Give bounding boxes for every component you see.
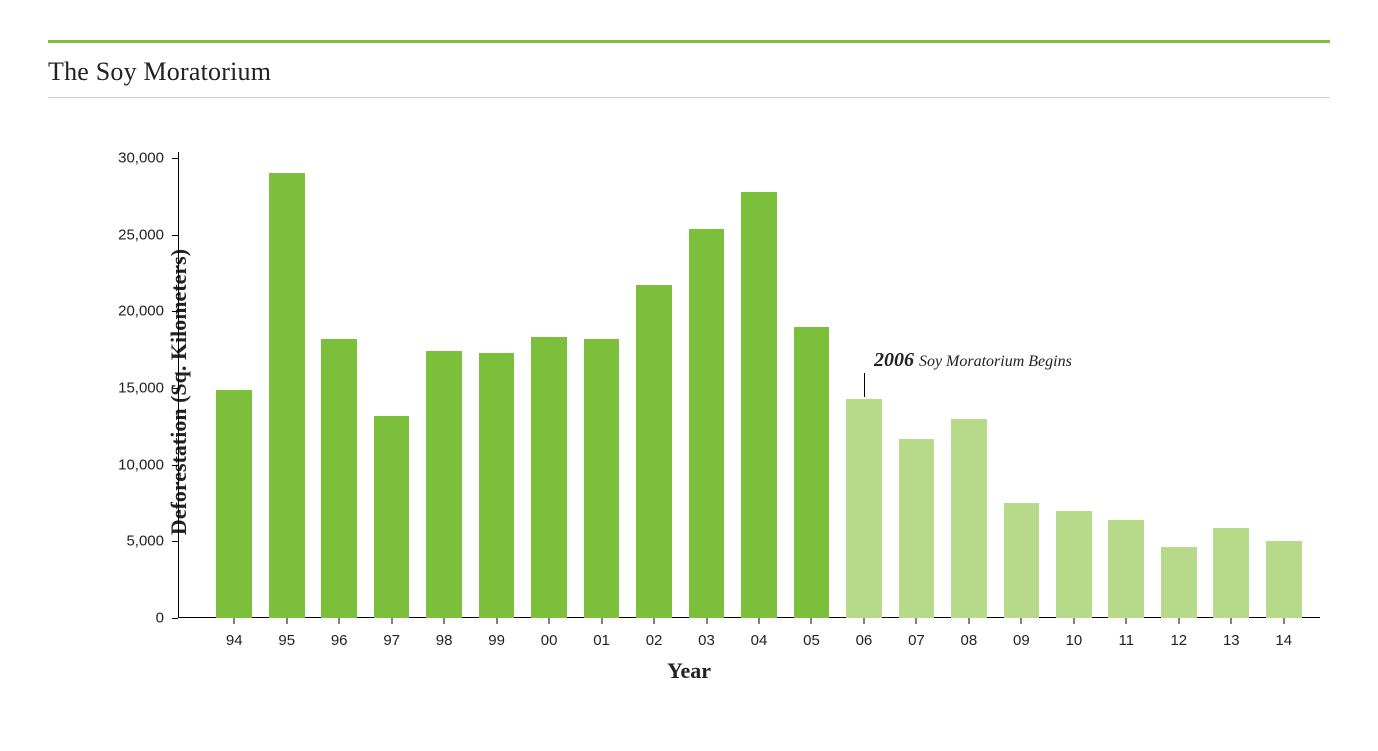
bar: [216, 390, 252, 618]
x-tick-label: 04: [751, 618, 768, 649]
bar: [741, 192, 777, 618]
chart-area: Deforestation (Sq. Kilometers) 05,00010,…: [48, 158, 1330, 678]
x-tick-label: 08: [961, 618, 978, 649]
x-tick-label: 00: [541, 618, 558, 649]
bar: [426, 351, 462, 618]
x-tick-label: 97: [383, 618, 400, 649]
x-tick-label: 12: [1170, 618, 1187, 649]
x-tick-label: 98: [436, 618, 453, 649]
annotation-pointer: [864, 373, 865, 397]
annotation-text: Soy Moratorium Begins: [919, 353, 1072, 370]
bar: [531, 337, 567, 618]
chart-frame: The Soy Moratorium Deforestation (Sq. Ki…: [0, 0, 1378, 751]
x-tick-label: 06: [856, 618, 873, 649]
chart-title: The Soy Moratorium: [48, 57, 1330, 87]
annotation-year: 2006: [874, 349, 919, 371]
bar: [899, 439, 935, 618]
bar: [1108, 520, 1144, 618]
x-tick-label: 02: [646, 618, 663, 649]
bar: [1213, 528, 1249, 618]
y-tick-mark: [172, 235, 178, 236]
chart-title-text: The Soy Moratorium: [48, 57, 271, 87]
bar: [269, 173, 305, 618]
y-tick-mark: [172, 158, 178, 159]
bar: [636, 285, 672, 618]
bar: [584, 339, 620, 618]
x-axis-label: Year: [667, 658, 711, 684]
x-tick-label: 95: [278, 618, 295, 649]
bar: [1266, 541, 1302, 618]
annotation-label: 2006 Soy Moratorium Begins: [874, 349, 1072, 372]
bar: [794, 327, 830, 618]
y-tick-mark: [172, 311, 178, 312]
y-tick-mark: [172, 618, 178, 619]
x-tick-label: 03: [698, 618, 715, 649]
bar: [1056, 511, 1092, 618]
x-tick-label: 01: [593, 618, 610, 649]
x-tick-label: 96: [331, 618, 348, 649]
x-tick-label: 11: [1119, 618, 1135, 649]
bar: [1161, 547, 1197, 618]
x-tick-label: 05: [803, 618, 820, 649]
title-rule: [48, 97, 1330, 98]
x-tick-label: 07: [908, 618, 925, 649]
bars-container: [178, 158, 1320, 618]
y-tick-mark: [172, 388, 178, 389]
bar: [374, 416, 410, 618]
bar: [951, 419, 987, 618]
x-tick-label: 99: [488, 618, 505, 649]
bar: [1004, 503, 1040, 618]
x-tick-label: 09: [1013, 618, 1030, 649]
plot-area: 05,00010,00015,00020,00025,00030,0009495…: [178, 158, 1320, 618]
top-rule: [48, 40, 1330, 43]
x-tick-label: 13: [1223, 618, 1240, 649]
bar: [689, 229, 725, 618]
bar: [321, 339, 357, 618]
y-tick-mark: [172, 541, 178, 542]
y-tick-mark: [172, 465, 178, 466]
x-tick-label: 10: [1066, 618, 1083, 649]
x-tick-label: 14: [1275, 618, 1292, 649]
bar: [846, 399, 882, 618]
bar: [479, 353, 515, 618]
x-tick-label: 94: [226, 618, 243, 649]
